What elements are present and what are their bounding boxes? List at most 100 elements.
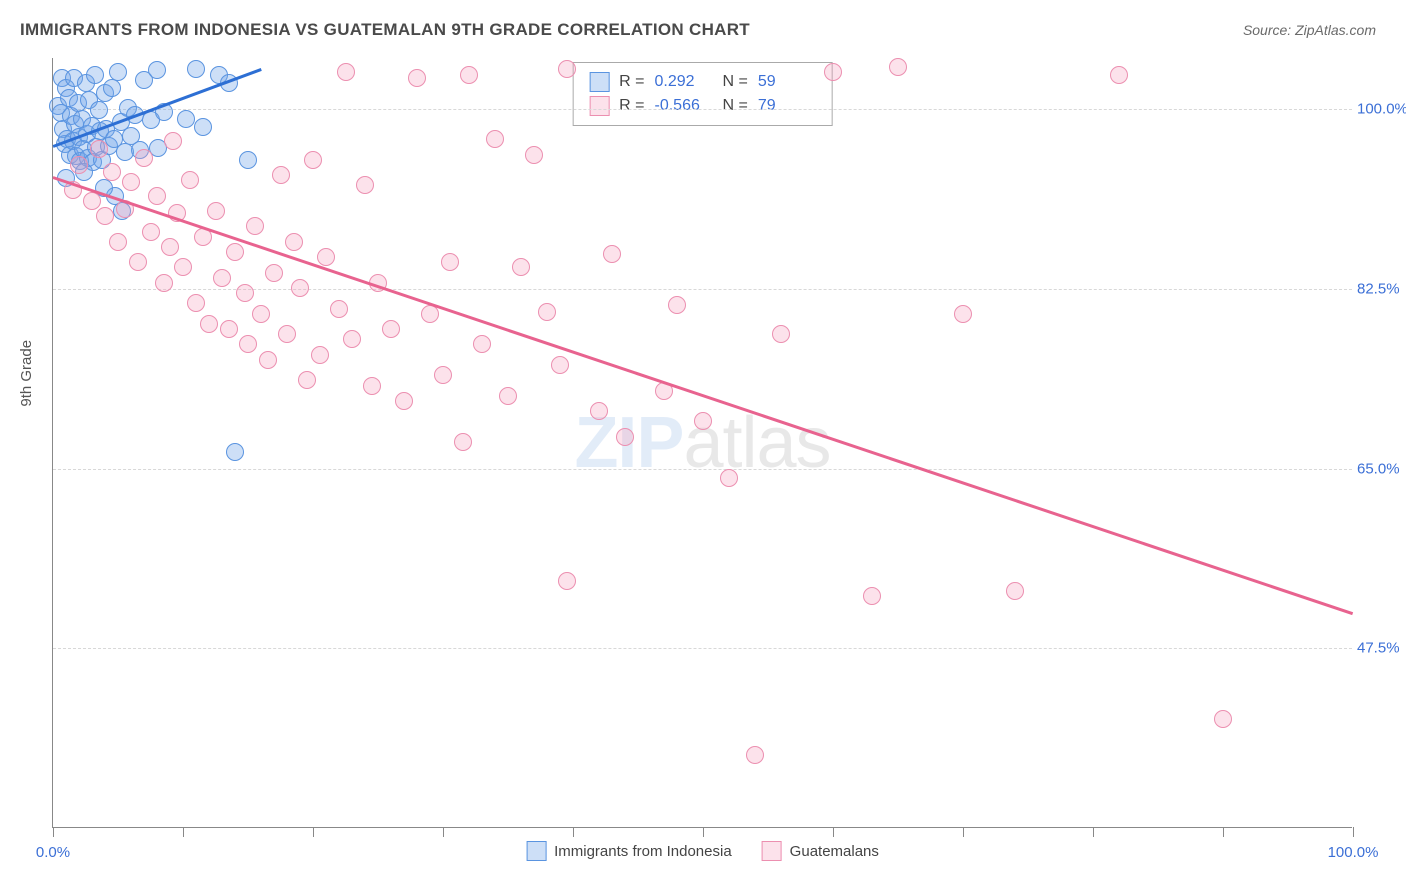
data-point [207, 202, 225, 220]
gridline [53, 109, 1352, 110]
data-point [746, 746, 764, 764]
data-point [363, 377, 381, 395]
data-point [200, 315, 218, 333]
n-value: 59 [758, 73, 816, 91]
data-point [356, 176, 374, 194]
data-point [694, 412, 712, 430]
data-point [129, 253, 147, 271]
data-point [226, 443, 244, 461]
data-point [174, 258, 192, 276]
x-tick [963, 827, 964, 837]
legend-bottom: Immigrants from Indonesia Guatemalans [526, 841, 879, 861]
data-point [161, 238, 179, 256]
data-point [1214, 710, 1232, 728]
data-point [96, 207, 114, 225]
data-point [164, 132, 182, 150]
data-point [330, 300, 348, 318]
data-point [103, 163, 121, 181]
data-point [220, 320, 238, 338]
y-axis-label: 9th Grade [18, 340, 35, 407]
data-point [395, 392, 413, 410]
data-point [558, 572, 576, 590]
legend-stats-box: R = 0.292 N = 59 R = -0.566 N = 79 [572, 62, 833, 126]
source-attribution: Source: ZipAtlas.com [1243, 22, 1376, 38]
data-point [148, 187, 166, 205]
x-tick [703, 827, 704, 837]
data-point [1110, 66, 1128, 84]
x-tick [833, 827, 834, 837]
x-tick-label: 0.0% [36, 844, 70, 861]
data-point [337, 63, 355, 81]
data-point [194, 118, 212, 136]
chart-title: IMMIGRANTS FROM INDONESIA VS GUATEMALAN … [20, 20, 750, 40]
data-point [512, 258, 530, 276]
chart-container: IMMIGRANTS FROM INDONESIA VS GUATEMALAN … [0, 0, 1406, 892]
data-point [434, 366, 452, 384]
legend-label: Immigrants from Indonesia [554, 843, 732, 860]
x-tick [1223, 827, 1224, 837]
data-point [720, 469, 738, 487]
plot-area: ZIPatlas R = 0.292 N = 59 R = -0.566 N =… [52, 58, 1352, 828]
x-tick [313, 827, 314, 837]
data-point [408, 69, 426, 87]
data-point [181, 171, 199, 189]
data-point [772, 325, 790, 343]
x-tick [1093, 827, 1094, 837]
data-point [259, 351, 277, 369]
r-value: 0.292 [655, 73, 713, 91]
legend-stats-row-1: R = -0.566 N = 79 [589, 94, 816, 118]
data-point [239, 335, 257, 353]
data-point [343, 330, 361, 348]
n-value: 79 [758, 97, 816, 115]
x-tick [1353, 827, 1354, 837]
gridline [53, 648, 1352, 649]
data-point [187, 60, 205, 78]
data-point [226, 243, 244, 261]
data-point [473, 335, 491, 353]
swatch-icon [762, 841, 782, 861]
data-point [525, 146, 543, 164]
data-point [824, 63, 842, 81]
data-point [246, 217, 264, 235]
n-label: N = [723, 97, 748, 115]
data-point [538, 303, 556, 321]
data-point [298, 371, 316, 389]
data-point [291, 279, 309, 297]
data-point [135, 149, 153, 167]
x-tick [183, 827, 184, 837]
data-point [109, 63, 127, 81]
data-point [499, 387, 517, 405]
swatch-icon [526, 841, 546, 861]
swatch-icon [589, 96, 609, 116]
data-point [558, 60, 576, 78]
legend-item-0: Immigrants from Indonesia [526, 841, 732, 861]
data-point [239, 151, 257, 169]
data-point [86, 66, 104, 84]
data-point [441, 253, 459, 271]
data-point [122, 173, 140, 191]
data-point [317, 248, 335, 266]
r-label: R = [619, 73, 644, 91]
trendline [53, 176, 1354, 615]
x-tick-label: 100.0% [1328, 844, 1379, 861]
data-point [70, 156, 88, 174]
y-tick-label: 65.0% [1357, 460, 1406, 477]
data-point [177, 110, 195, 128]
data-point [109, 233, 127, 251]
n-label: N = [723, 73, 748, 91]
gridline [53, 469, 1352, 470]
data-point [304, 151, 322, 169]
data-point [486, 130, 504, 148]
data-point [590, 402, 608, 420]
y-tick-label: 100.0% [1357, 101, 1406, 118]
data-point [668, 296, 686, 314]
data-point [1006, 582, 1024, 600]
y-tick-label: 82.5% [1357, 281, 1406, 298]
data-point [213, 269, 231, 287]
data-point [863, 587, 881, 605]
data-point [551, 356, 569, 374]
legend-label: Guatemalans [790, 843, 879, 860]
data-point [90, 101, 108, 119]
data-point [889, 58, 907, 76]
data-point [236, 284, 254, 302]
